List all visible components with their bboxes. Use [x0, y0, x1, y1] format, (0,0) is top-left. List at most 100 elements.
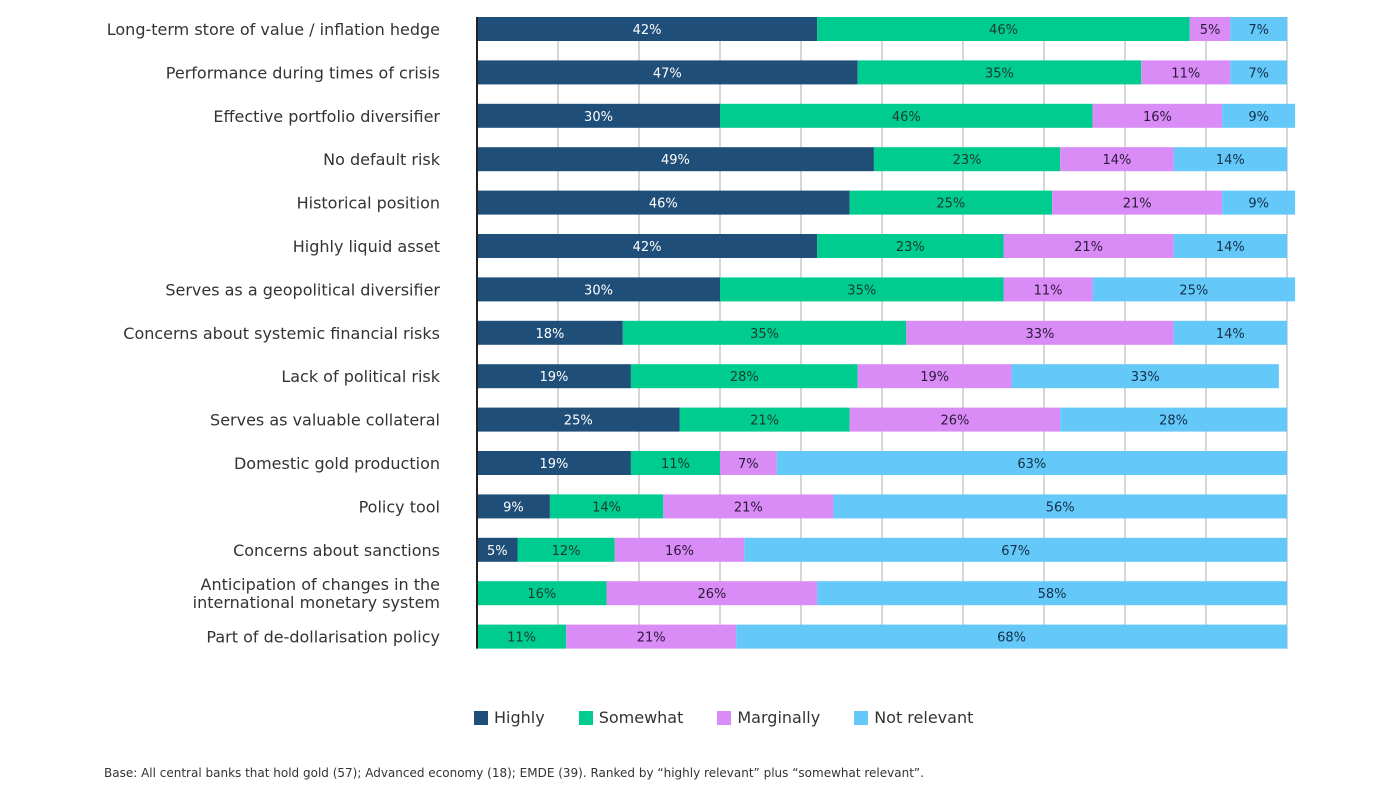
data-label: 47% — [653, 66, 682, 81]
data-label: 58% — [1038, 587, 1067, 602]
bar-segment-somewhat — [517, 537, 615, 562]
category-label: Anticipation of changes in the internatio… — [193, 575, 440, 612]
bar-segment-not-relevant — [1222, 103, 1296, 128]
data-label: 46% — [649, 197, 678, 212]
data-label: 68% — [997, 631, 1026, 646]
bar-segment-marginally — [1189, 17, 1231, 41]
data-label: 35% — [847, 283, 876, 298]
bar-segment-not-relevant — [1230, 60, 1287, 85]
category-label: Domestic gold production — [234, 454, 440, 473]
bar-segment-somewhat — [720, 277, 1004, 302]
data-label: 14% — [592, 500, 621, 515]
category-label: Policy tool — [359, 497, 440, 516]
bar-segment-highly — [477, 364, 631, 389]
bar-segment-not-relevant — [1173, 147, 1287, 172]
bar-segment-marginally — [614, 537, 745, 562]
bar-segment-not-relevant — [776, 451, 1287, 475]
bar-segment-somewhat — [720, 103, 1093, 128]
bar-row: 49% 23% 14% 14% — [477, 147, 1287, 172]
data-label: 35% — [985, 66, 1014, 81]
data-label: 12% — [552, 544, 581, 559]
category-label: Concerns about sanctions — [233, 541, 440, 560]
footnote: Base: All central banks that hold gold (… — [104, 766, 924, 780]
bar-segment-marginally — [1003, 277, 1093, 302]
data-label: 11% — [507, 631, 536, 646]
bar-segment-highly — [477, 17, 818, 41]
bar-segment-marginally — [1092, 103, 1223, 128]
data-label: 5% — [487, 544, 508, 559]
bar-segment-somewhat — [857, 60, 1142, 85]
legend-item-not-relevant: Not relevant — [854, 708, 973, 727]
bar-segment-highly — [477, 60, 858, 85]
data-label: 14% — [1216, 327, 1245, 342]
data-label: 25% — [936, 197, 965, 212]
category-label: Historical position — [297, 194, 440, 213]
data-label: 30% — [584, 283, 613, 298]
data-label: 21% — [1074, 240, 1103, 255]
data-label: 46% — [989, 23, 1018, 38]
bar-segment-highly — [477, 537, 518, 562]
data-label: 9% — [1248, 110, 1269, 125]
data-label: 30% — [584, 110, 613, 125]
category-label: Serves as a geopolitical diversifier — [165, 280, 440, 299]
data-label: 35% — [750, 327, 779, 342]
data-label: 42% — [633, 23, 662, 38]
legend: Highly Somewhat Marginally Not relevant — [474, 708, 1007, 727]
data-label: 33% — [1025, 327, 1054, 342]
bar-segment-marginally — [849, 407, 1061, 432]
bar-row: 25% 21% 26% 28% — [477, 407, 1287, 432]
category-label: Concerns about systemic financial risks — [123, 324, 440, 343]
category-label: Serves as valuable collateral — [210, 411, 440, 430]
bar-segment-marginally — [906, 320, 1174, 345]
category-label: Long-term store of value / inflation hed… — [107, 20, 440, 39]
bar-row: 18% 35% 33% 14% — [477, 320, 1287, 345]
bar-segment-highly — [477, 234, 818, 258]
data-label: 14% — [1216, 240, 1245, 255]
bar-segment-highly — [477, 190, 850, 215]
bar-row: 19% 28% 19% 33% — [477, 364, 1279, 389]
bar-segment-marginally — [663, 494, 834, 519]
legend-label-highly: Highly — [494, 708, 545, 727]
bar-segment-marginally — [566, 624, 737, 649]
data-label: 9% — [503, 500, 524, 515]
legend-swatch-marginally — [717, 710, 732, 725]
data-label: 19% — [920, 370, 949, 385]
data-label: 5% — [1200, 23, 1221, 38]
data-label: 56% — [1046, 500, 1075, 515]
bar-segment-somewhat — [817, 17, 1190, 41]
data-label: 23% — [953, 153, 982, 168]
data-label: 28% — [1159, 414, 1188, 429]
data-label: 11% — [1171, 66, 1200, 81]
bar-segment-somewhat — [630, 451, 720, 475]
bar-segment-not-relevant — [1222, 190, 1296, 215]
bar-segment-highly — [477, 494, 550, 519]
bar-segment-somewhat — [477, 581, 607, 606]
stacked-bar-chart: 42% 46% 5% 7% 47% 35% 11% 7% 30% 46% 16% 9% 49% 23% 14… — [107, 17, 1296, 649]
data-label: 16% — [527, 587, 556, 602]
bar-row: 5% 12% 16% 67% — [477, 537, 1287, 562]
bar-row: 30% 46% 16% 9% — [477, 103, 1296, 128]
data-label: 21% — [1123, 197, 1152, 212]
bar-segment-somewhat — [630, 364, 858, 389]
bar-segment-highly — [477, 277, 720, 302]
bar-segment-highly — [477, 147, 874, 172]
bar-segment-not-relevant — [1230, 17, 1287, 41]
data-label: 26% — [940, 414, 969, 429]
bar-segment-not-relevant — [744, 537, 1287, 562]
legend-item-highly: Highly — [474, 708, 545, 727]
data-label: 26% — [697, 587, 726, 602]
data-label: 25% — [1179, 283, 1208, 298]
bar-segment-highly — [477, 103, 720, 128]
data-label: 14% — [1216, 153, 1245, 168]
data-label: 49% — [661, 153, 690, 168]
data-label: 7% — [738, 457, 759, 472]
bar-segment-not-relevant — [1173, 234, 1287, 258]
bar-row: 9% 14% 21% 56% — [477, 494, 1287, 519]
bar-segment-not-relevant — [1092, 277, 1296, 302]
bar-segment-somewhat — [477, 624, 567, 649]
data-label: 7% — [1248, 23, 1269, 38]
data-label: 14% — [1102, 153, 1131, 168]
category-label: No default risk — [323, 150, 441, 169]
data-label: 21% — [750, 414, 779, 429]
bar-segment-marginally — [857, 364, 1012, 389]
